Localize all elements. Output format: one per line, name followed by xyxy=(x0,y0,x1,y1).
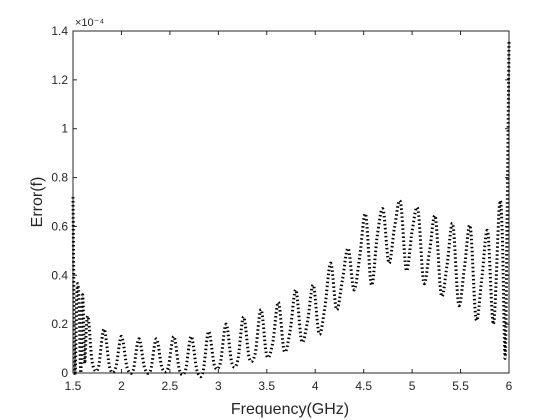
y-tick-label: 0.8 xyxy=(51,171,68,185)
x-tick-label: 6 xyxy=(506,379,513,393)
y-tick-label: 1.4 xyxy=(51,24,68,38)
x-tick-label: 1.5 xyxy=(65,379,82,393)
y-tick-label: 0.2 xyxy=(51,317,68,331)
y-tick-label: 0.6 xyxy=(51,219,68,233)
y-axis-label: Error(f) xyxy=(29,177,46,228)
y-tick-label: 1 xyxy=(61,122,68,136)
x-axis-label: Frequency(GHz) xyxy=(231,401,349,418)
x-tick-label: 5.5 xyxy=(452,379,469,393)
y-tick-label: 0.4 xyxy=(51,268,68,282)
error-series-line xyxy=(71,40,511,379)
plot-area xyxy=(72,30,510,374)
x-tick-label: 3.5 xyxy=(258,379,275,393)
y-tick-label: 1.2 xyxy=(51,73,68,87)
x-tick-label: 5 xyxy=(409,379,416,393)
y-scale-exponent: ×10⁻⁴ xyxy=(75,17,104,29)
y-axis-ticks: 0 0.2 0.4 0.6 0.8 1 1.2 1.4 xyxy=(51,24,509,380)
x-tick-label: 4.5 xyxy=(355,379,372,393)
x-tick-label: 2 xyxy=(118,379,125,393)
x-tick-label: 2.5 xyxy=(162,379,179,393)
y-tick-label: 0 xyxy=(61,366,68,380)
x-tick-label: 3 xyxy=(215,379,222,393)
x-axis-ticks: 1.5 2 2.5 3 3.5 4 4.5 5 5.5 6 xyxy=(65,31,513,393)
x-tick-label: 4 xyxy=(312,379,319,393)
watermark-text: 知乎 @shikamaru xyxy=(426,391,537,407)
